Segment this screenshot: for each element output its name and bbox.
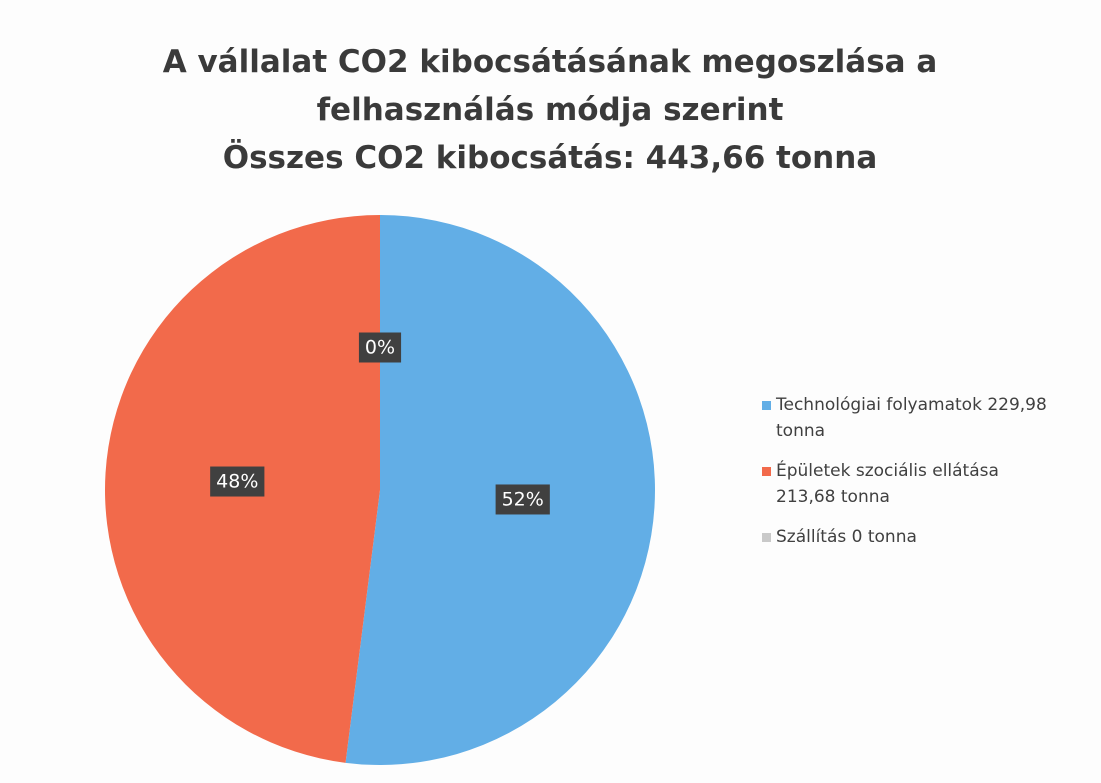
legend-item: Technológiai folyamatok 229,98 tonna (762, 392, 1062, 444)
legend-label: Épületek szociális ellátása 213,68 tonna (776, 461, 999, 507)
legend-item: Épületek szociális ellátása 213,68 tonna (762, 458, 1062, 510)
legend-label: Szállítás 0 tonna (776, 527, 917, 547)
legend-label: Technológiai folyamatok 229,98 tonna (776, 395, 1047, 441)
data-label: 52% (502, 488, 544, 510)
chart-subtitle: Összes CO2 kibocsátás: 443,66 tonna (222, 140, 878, 176)
chart-title: A vállalat CO2 kibocsátásának megoszlása… (162, 44, 938, 128)
legend-swatch (762, 533, 771, 542)
legend: Technológiai folyamatok 229,98 tonna Épül… (762, 392, 1062, 564)
data-label: 0% (365, 337, 395, 359)
legend-swatch (762, 467, 771, 476)
legend-swatch (762, 401, 771, 410)
legend-item: Szállítás 0 tonna (762, 524, 1062, 550)
data-label-box (495, 484, 550, 515)
data-label-box (210, 466, 265, 497)
data-label-box (358, 332, 402, 363)
data-label: 48% (216, 471, 258, 493)
